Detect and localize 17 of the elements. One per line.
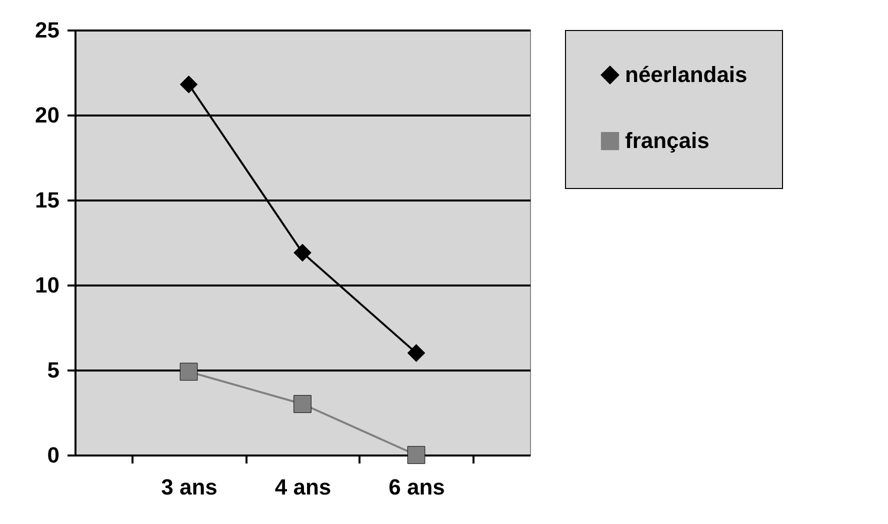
y-tick-label: 0 bbox=[47, 442, 60, 468]
legend-label: français bbox=[625, 128, 710, 153]
y-tick-label: 15 bbox=[35, 188, 60, 212]
y-tick-label: 20 bbox=[35, 102, 60, 128]
x-tick-label: 4 ans bbox=[274, 474, 332, 500]
x-tick-label: 6 ans bbox=[388, 474, 445, 500]
point bbox=[407, 446, 426, 464]
y-tick-label: 5 bbox=[47, 358, 60, 382]
point bbox=[180, 362, 198, 381]
legend-label: néerlandais bbox=[625, 62, 748, 87]
point bbox=[294, 395, 312, 413]
y-tick-label: 25 bbox=[35, 18, 60, 42]
point bbox=[180, 75, 198, 94]
x-tick-label: 3 ans bbox=[161, 474, 218, 500]
y-tick-label: 10 bbox=[35, 272, 60, 298]
point bbox=[294, 244, 312, 262]
point bbox=[407, 344, 426, 362]
